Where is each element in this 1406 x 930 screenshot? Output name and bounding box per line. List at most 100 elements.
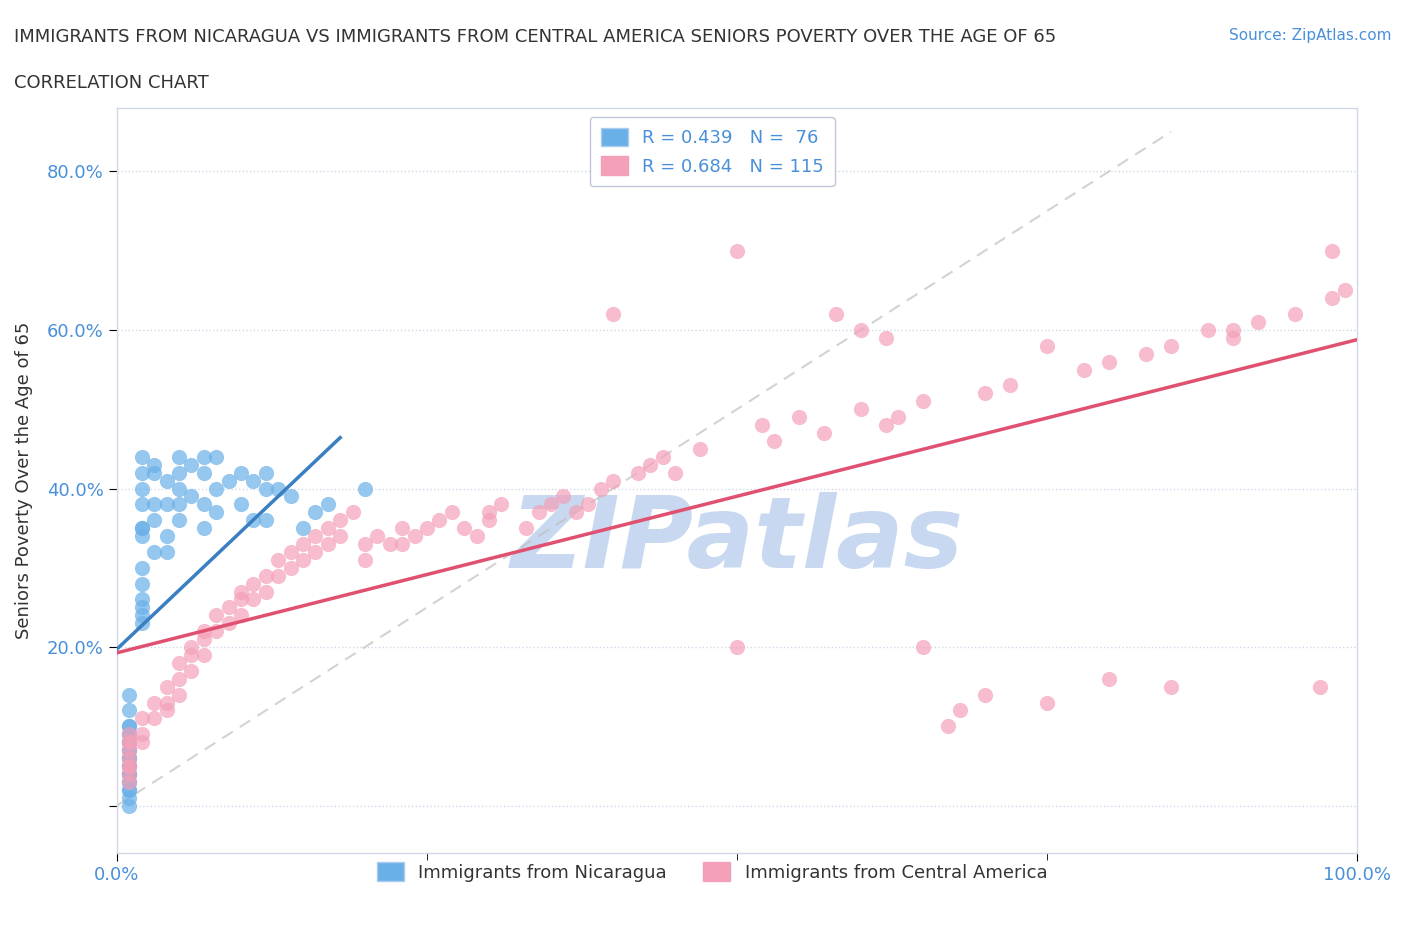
- Point: [974, 386, 997, 401]
- Point: [1322, 291, 1344, 306]
- Point: [167, 512, 190, 527]
- Point: [118, 751, 141, 765]
- Point: [118, 751, 141, 765]
- Point: [167, 687, 190, 702]
- Point: [291, 537, 314, 551]
- Point: [1036, 339, 1059, 353]
- Point: [638, 458, 661, 472]
- Point: [131, 449, 153, 464]
- Point: [354, 552, 377, 567]
- Point: [491, 497, 513, 512]
- Point: [911, 394, 934, 409]
- Point: [118, 798, 141, 813]
- Point: [143, 711, 166, 725]
- Point: [254, 481, 277, 496]
- Point: [267, 568, 290, 583]
- Point: [143, 695, 166, 710]
- Point: [131, 735, 153, 750]
- Point: [1160, 339, 1182, 353]
- Point: [143, 512, 166, 527]
- Point: [118, 766, 141, 781]
- Point: [378, 537, 401, 551]
- Point: [229, 592, 252, 607]
- Point: [155, 473, 177, 488]
- Point: [143, 458, 166, 472]
- Point: [155, 544, 177, 559]
- Point: [242, 592, 264, 607]
- Point: [118, 775, 141, 790]
- Point: [242, 473, 264, 488]
- Point: [205, 505, 228, 520]
- Point: [291, 521, 314, 536]
- Point: [118, 751, 141, 765]
- Point: [304, 505, 326, 520]
- Point: [1309, 679, 1331, 694]
- Point: [1135, 346, 1157, 361]
- Point: [131, 481, 153, 496]
- Point: [553, 489, 575, 504]
- Point: [478, 505, 501, 520]
- Point: [1098, 671, 1121, 686]
- Point: [155, 679, 177, 694]
- Point: [602, 307, 624, 322]
- Point: [404, 528, 426, 543]
- Point: [118, 782, 141, 797]
- Point: [329, 528, 352, 543]
- Point: [218, 616, 240, 631]
- Point: [180, 458, 202, 472]
- Point: [131, 528, 153, 543]
- Point: [316, 537, 339, 551]
- Point: [911, 640, 934, 655]
- Point: [280, 561, 302, 576]
- Point: [254, 465, 277, 480]
- Point: [391, 521, 413, 536]
- Point: [180, 640, 202, 655]
- Point: [589, 481, 612, 496]
- Point: [316, 521, 339, 536]
- Point: [602, 473, 624, 488]
- Point: [304, 528, 326, 543]
- Point: [998, 378, 1021, 392]
- Point: [725, 640, 748, 655]
- Point: [254, 568, 277, 583]
- Point: [131, 577, 153, 591]
- Point: [180, 647, 202, 662]
- Point: [267, 481, 290, 496]
- Point: [763, 433, 786, 448]
- Text: Source: ZipAtlas.com: Source: ZipAtlas.com: [1229, 28, 1392, 43]
- Point: [205, 608, 228, 623]
- Point: [131, 727, 153, 742]
- Point: [242, 577, 264, 591]
- Point: [229, 608, 252, 623]
- Point: [229, 497, 252, 512]
- Point: [118, 751, 141, 765]
- Point: [949, 703, 972, 718]
- Point: [180, 663, 202, 678]
- Point: [131, 497, 153, 512]
- Point: [155, 497, 177, 512]
- Point: [329, 512, 352, 527]
- Point: [167, 465, 190, 480]
- Point: [725, 244, 748, 259]
- Point: [155, 528, 177, 543]
- Point: [180, 489, 202, 504]
- Point: [155, 695, 177, 710]
- Point: [118, 759, 141, 774]
- Point: [787, 410, 810, 425]
- Point: [440, 505, 463, 520]
- Point: [887, 410, 910, 425]
- Point: [366, 528, 388, 543]
- Point: [229, 465, 252, 480]
- Point: [118, 759, 141, 774]
- Point: [118, 727, 141, 742]
- Point: [131, 561, 153, 576]
- Point: [118, 782, 141, 797]
- Point: [118, 743, 141, 758]
- Point: [143, 465, 166, 480]
- Point: [118, 775, 141, 790]
- Point: [316, 497, 339, 512]
- Point: [131, 600, 153, 615]
- Point: [664, 465, 686, 480]
- Point: [254, 584, 277, 599]
- Point: [229, 584, 252, 599]
